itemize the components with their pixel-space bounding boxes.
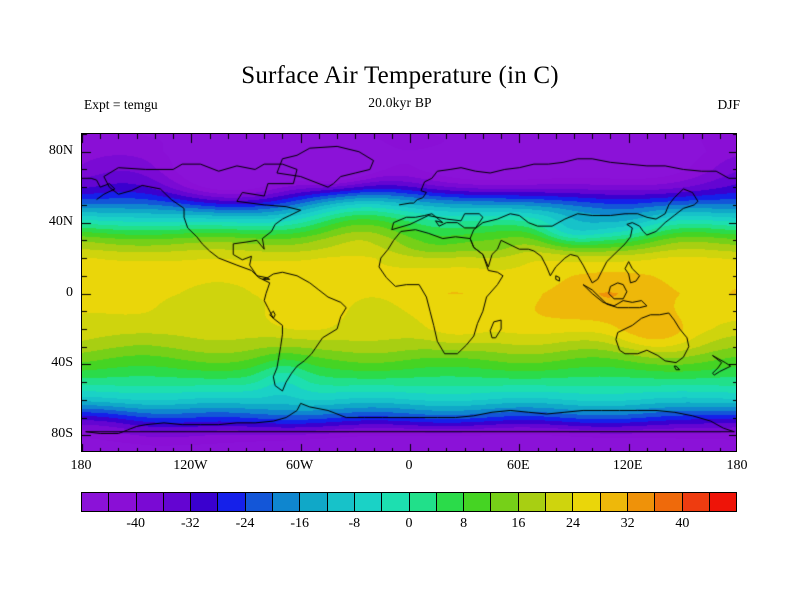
- colorbar-tick-label: 0: [405, 516, 413, 531]
- x-axis-tick-label: 120E: [612, 458, 643, 473]
- colorbar-cell: [382, 493, 410, 511]
- x-axis-tick-label: 0: [405, 458, 413, 473]
- colorbar-cell: [191, 493, 219, 511]
- colorbar-tick-label: -8: [348, 516, 361, 531]
- colorbar-cell: [600, 493, 628, 511]
- colorbar-tick-label: 32: [620, 516, 635, 531]
- colorbar-cell: [546, 493, 574, 511]
- colorbar-cell: [136, 493, 164, 511]
- colorbar: [81, 492, 737, 512]
- colorbar-tick-label: 8: [460, 516, 468, 531]
- y-axis-tick-label: 0: [66, 284, 73, 300]
- colorbar-cell: [109, 493, 137, 511]
- x-axis-tick-label: 180: [726, 458, 748, 473]
- colorbar-cell: [682, 493, 710, 511]
- x-axis-tick-label: 180: [70, 458, 92, 473]
- colorbar-cell: [273, 493, 301, 511]
- colorbar-cell: [627, 493, 656, 511]
- page-title: Surface Air Temperature (in C): [241, 62, 559, 89]
- y-axis-tick-label: 40S: [51, 355, 73, 371]
- colorbar-cell: [436, 493, 465, 511]
- y-axis-tick-label: 40N: [48, 213, 73, 229]
- experiment-label: Expt = temgu: [84, 97, 158, 112]
- map-plot-area: [81, 133, 737, 452]
- colorbar-tick-label: -24: [235, 516, 255, 531]
- colorbar-cell: [354, 493, 383, 511]
- colorbar-cell: [573, 493, 601, 511]
- x-axis-tick-label: 60E: [507, 458, 530, 473]
- colorbar-tick-label: 24: [566, 516, 580, 531]
- colorbar-cell: [709, 493, 737, 511]
- x-axis-tick-label: 60W: [286, 458, 314, 473]
- colorbar-cell: [409, 493, 437, 511]
- colorbar-cell: [82, 493, 110, 511]
- colorbar-cell: [327, 493, 355, 511]
- colorbar-tick-label: -16: [290, 516, 309, 531]
- colorbar-cell: [491, 493, 519, 511]
- colorbar-cell: [300, 493, 328, 511]
- colorbar-tick-label: -32: [180, 516, 200, 531]
- colorbar-tick-label: 16: [511, 516, 526, 531]
- figure-subtitle: 20.0kyr BP: [368, 95, 432, 110]
- colorbar-cell: [464, 493, 492, 511]
- colorbar-cell: [518, 493, 547, 511]
- y-axis-tick-label: 80S: [51, 426, 73, 442]
- colorbar-tick-label: 40: [675, 516, 690, 531]
- colorbar-cell: [163, 493, 192, 511]
- colorbar-cell: [218, 493, 246, 511]
- colorbar-cell: [655, 493, 683, 511]
- season-label: DJF: [717, 97, 740, 112]
- colorbar-cell: [245, 493, 274, 511]
- temperature-field-canvas: [82, 134, 736, 451]
- colorbar-tick-label: -40: [126, 516, 145, 531]
- y-axis-tick-label: 80N: [48, 142, 73, 158]
- x-axis-tick-label: 120W: [173, 458, 208, 473]
